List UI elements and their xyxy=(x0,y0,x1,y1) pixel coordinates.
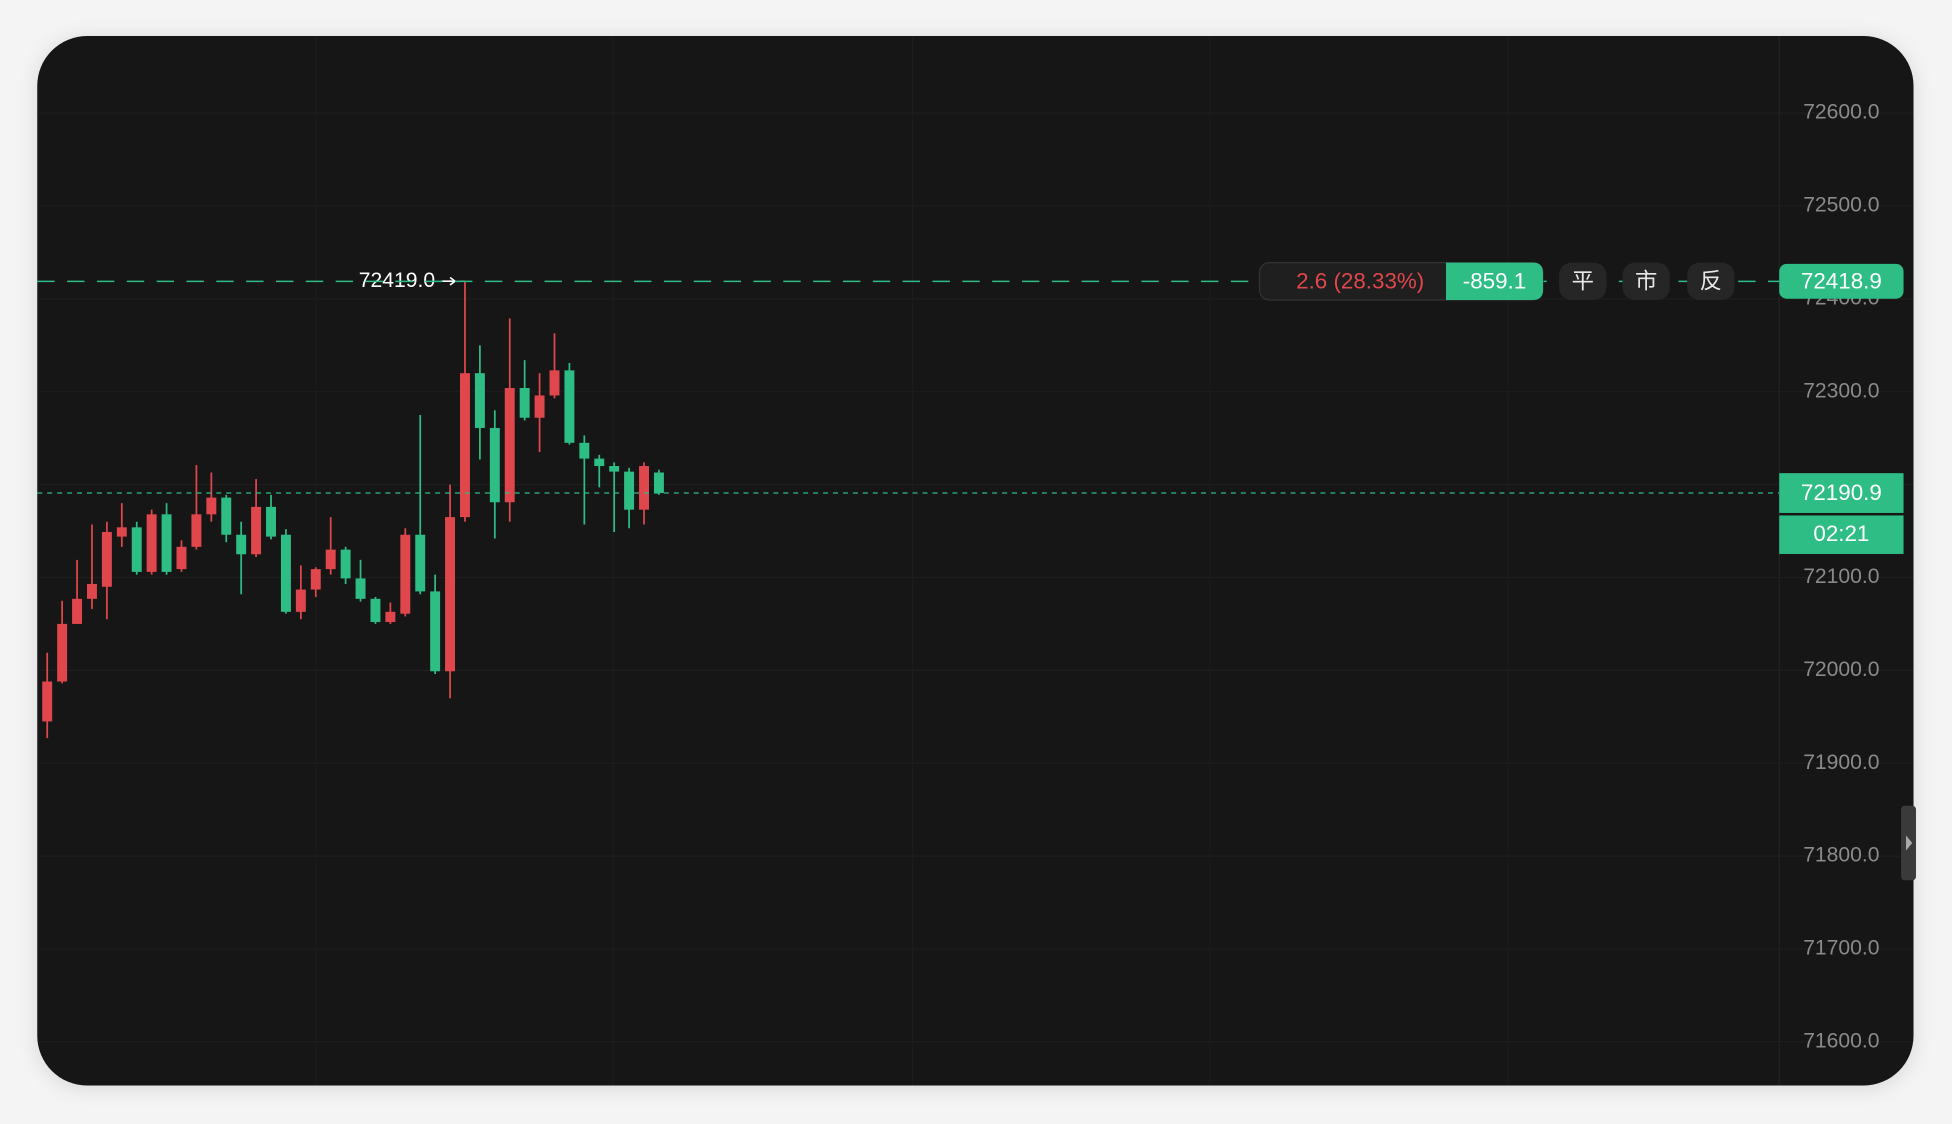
position-button-label[interactable]: 市 xyxy=(1635,268,1657,293)
pnl-text: 2.6 (28.33%) xyxy=(1296,268,1424,293)
position-button-label[interactable]: 反 xyxy=(1700,268,1722,293)
candle-body xyxy=(624,471,635,510)
candle-body xyxy=(72,598,83,624)
candle-body xyxy=(236,534,247,555)
candle-body xyxy=(594,458,605,467)
candle-body xyxy=(161,514,172,572)
candle-body xyxy=(445,517,456,672)
candle-body xyxy=(42,681,53,722)
side-tab-arrow xyxy=(1906,835,1913,851)
y-tick-label: 72500.0 xyxy=(1803,194,1879,217)
candle-body xyxy=(564,370,575,443)
candle-body xyxy=(101,531,112,587)
countdown-label: 02:21 xyxy=(1813,521,1869,546)
y-tick-label: 72300.0 xyxy=(1803,379,1879,402)
y-tick-label: 71900.0 xyxy=(1803,751,1879,774)
candle-body xyxy=(57,623,68,682)
candle-body xyxy=(579,442,590,459)
candle-body xyxy=(609,466,620,472)
pnl-amount-box xyxy=(1445,262,1543,300)
position-button[interactable] xyxy=(1622,262,1670,300)
candle-body xyxy=(519,388,530,418)
candle-body xyxy=(370,598,381,623)
candle-body xyxy=(489,427,500,503)
candle-body xyxy=(549,370,560,396)
candle-body xyxy=(385,611,396,623)
candle-body xyxy=(221,497,232,535)
candle-body xyxy=(400,534,411,614)
y-tick-label: 71800.0 xyxy=(1803,844,1879,867)
candle-body xyxy=(295,589,306,612)
candle-body xyxy=(176,546,187,570)
position-price-tag xyxy=(1779,263,1904,299)
candle-body xyxy=(534,395,545,418)
candle-body xyxy=(310,569,321,590)
position-button[interactable] xyxy=(1559,262,1607,300)
candle-body xyxy=(86,583,97,599)
candle-body xyxy=(474,373,485,428)
position-button[interactable] xyxy=(1687,262,1735,300)
countdown-tag xyxy=(1779,515,1904,554)
candle-body xyxy=(504,388,515,503)
y-tick-label: 72600.0 xyxy=(1803,101,1879,124)
candle-body xyxy=(355,578,366,599)
candle-body xyxy=(116,527,127,537)
last-price-label: 72190.9 xyxy=(1801,480,1882,505)
candle-body xyxy=(280,534,291,612)
candle-body xyxy=(206,497,217,515)
position-widget: 2.6 (28.33%) -859.1 平 市 反 xyxy=(1258,262,1735,301)
candle-body xyxy=(415,534,426,592)
y-tick-label: 72000.0 xyxy=(1803,658,1879,681)
y-tick-label: 72100.0 xyxy=(1803,565,1879,588)
candle-body xyxy=(146,514,157,572)
last-price-tag xyxy=(1779,473,1904,513)
candle-body xyxy=(653,472,664,494)
candle-body xyxy=(325,549,336,570)
y-tick-label: 71700.0 xyxy=(1803,937,1879,960)
high-marker-label: 72419.0 xyxy=(359,269,435,292)
candle-body xyxy=(191,514,202,547)
candle-body xyxy=(460,373,470,518)
chart-panel xyxy=(37,36,1914,1086)
candle-body xyxy=(639,466,649,510)
candle-body xyxy=(131,527,142,572)
candle-body xyxy=(340,549,351,579)
candle-body xyxy=(430,591,441,672)
candle-body xyxy=(251,506,262,555)
candle-body xyxy=(266,506,276,537)
plot-area: 71600.0 71700.0 71800.0 71900.0 72000.0 72100… xyxy=(37,36,1914,1086)
position-price-label: 72418.9 xyxy=(1801,268,1882,293)
pnl-amount: -859.1 xyxy=(1463,268,1526,293)
position-button-label[interactable]: 平 xyxy=(1572,268,1594,293)
y-tick-label: 71600.0 xyxy=(1803,1029,1879,1052)
